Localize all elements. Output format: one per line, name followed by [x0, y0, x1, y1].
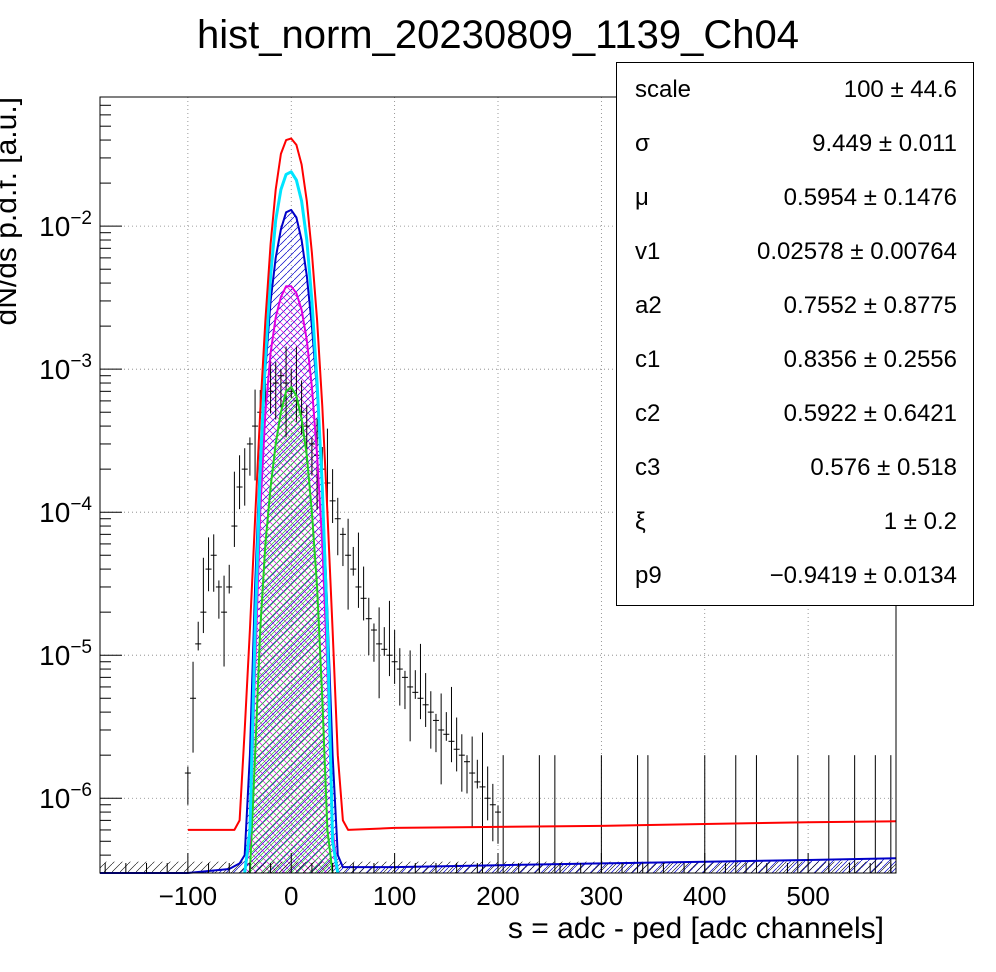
green_component-fill: [249, 387, 333, 873]
x-tick-label: −100: [159, 881, 218, 911]
stat-value: 0.02578 ± 0.00764: [756, 238, 957, 265]
y-tick-label: 10−2: [39, 208, 92, 242]
blue_component-line: [100, 208, 897, 874]
total_fit-line: [187, 137, 897, 831]
stat-name: c2: [635, 400, 661, 427]
x-tick-label: 500: [786, 881, 829, 911]
stat-value: 0.5922 ± 0.6421: [783, 400, 957, 427]
stat-value: 9.449 ± 0.011: [812, 130, 957, 157]
stat-name: a2: [635, 292, 662, 319]
y-axis-label: dN/ds p.d.f. [a.u.]: [0, 97, 23, 325]
cyan_component-line: [243, 170, 340, 874]
stat-row: p9 −0.9419 ± 0.0134: [617, 549, 973, 603]
stat-row: v1 0.02578 ± 0.00764: [617, 225, 973, 279]
fit-stats-box: scale 100 ± 44.6 σ 9.449 ± 0.011 μ 0.5954 ± 0…: [616, 62, 974, 606]
stat-value: 0.8356 ± 0.2556: [783, 346, 957, 373]
stat-name: p9: [635, 562, 662, 589]
stat-row: μ 0.5954 ± 0.1476: [617, 171, 973, 225]
x-tick-label: 200: [476, 881, 519, 911]
stat-row: a2 0.7552 ± 0.8775: [617, 279, 973, 333]
x-tick-label: 100: [373, 881, 416, 911]
green_component-line: [248, 386, 334, 874]
stat-row: c2 0.5922 ± 0.6421: [617, 387, 973, 441]
x-axis-label: s = adc - ped [adc channels]: [508, 912, 884, 945]
stat-name: c1: [635, 346, 661, 373]
stat-row: σ 9.449 ± 0.011: [617, 117, 973, 171]
y-tick-label: 10−3: [39, 351, 92, 385]
stat-name: ξ: [635, 508, 646, 535]
stat-row: ξ 1 ± 0.2: [617, 495, 973, 549]
axes: −100 0 100 200 300 400 500 10−6 10−5 10−4 10−3 10−2: [39, 96, 892, 911]
stat-value: −0.9419 ± 0.0134: [769, 562, 957, 589]
stat-value: 100 ± 44.6: [843, 76, 957, 103]
chart-title: hist_norm_20230809_1139_Ch04: [197, 13, 799, 57]
stat-name: v1: [635, 238, 661, 265]
x-tick-label: 400: [683, 881, 726, 911]
stat-row: c1 0.8356 ± 0.2556: [617, 333, 973, 387]
x-tick-label: 0: [284, 881, 298, 911]
y-tick-label: 10−6: [39, 780, 92, 814]
x-tick-label: 300: [580, 881, 623, 911]
stat-name: μ: [635, 184, 649, 211]
stat-row: scale 100 ± 44.6: [617, 63, 973, 117]
stat-value: 0.576 ± 0.518: [810, 454, 957, 481]
stat-value: 0.5954 ± 0.1476: [783, 184, 957, 211]
stat-name: scale: [635, 76, 692, 103]
stat-value: 1 ± 0.2: [883, 508, 957, 535]
stat-name: σ: [635, 130, 650, 157]
stat-name: c3: [635, 454, 661, 481]
y-tick-label: 10−4: [39, 494, 92, 528]
stat-row: c3 0.576 ± 0.518: [617, 441, 973, 495]
stat-value: 0.7552 ± 0.8775: [783, 292, 957, 319]
y-tick-label: 10−5: [39, 637, 92, 671]
